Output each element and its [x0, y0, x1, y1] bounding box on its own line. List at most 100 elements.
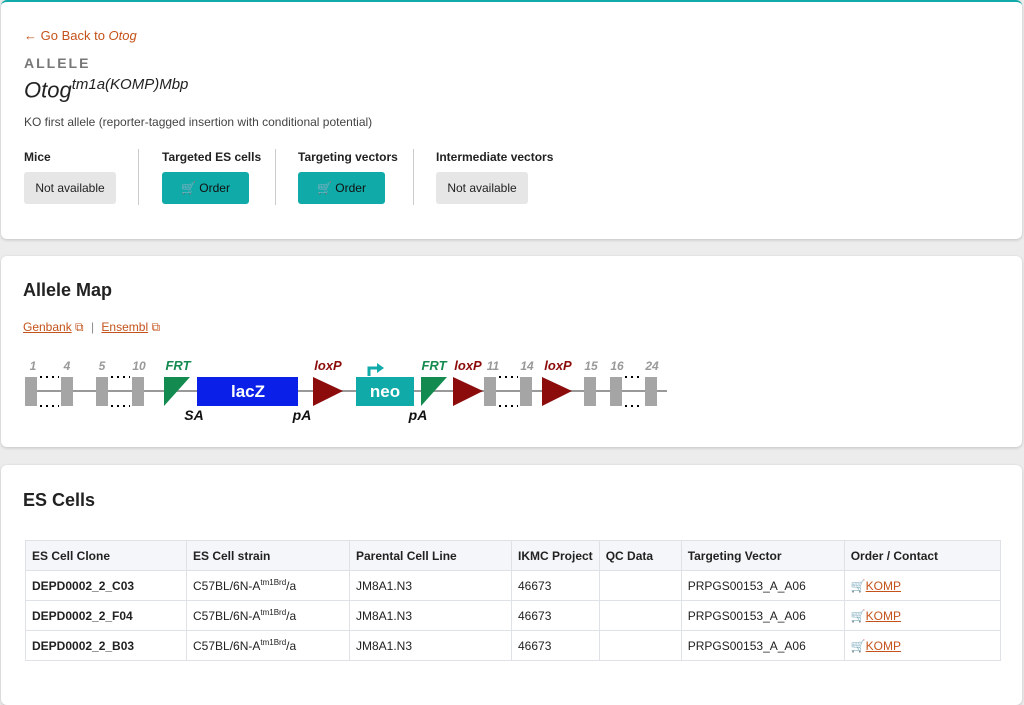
project: 46673 — [511, 600, 600, 631]
col-label: Mice — [24, 150, 51, 164]
strain-sup: tm1Brd — [260, 608, 287, 617]
button-text[interactable]: Order — [335, 181, 366, 195]
column-header: Targeting Vector — [680, 540, 845, 571]
button[interactable]: Not available — [436, 172, 528, 204]
qc-data — [598, 630, 682, 661]
exon-label: 15 — [584, 359, 598, 373]
loxp-label: loxP — [314, 358, 342, 373]
exon-label: 10 — [132, 359, 146, 373]
section-title: Allele Map — [23, 280, 113, 300]
column-header: ES Cell Clone — [25, 540, 187, 571]
vector: PRPGS00153_A_A06 — [680, 630, 845, 661]
column-header: ES Cell strain — [186, 540, 350, 571]
button[interactable]: 🛒 Order — [298, 172, 385, 204]
allele-map-card: Allele Map Genbank ⧉ | Ensembl ⧉ 1 — [1, 256, 1022, 447]
order-link[interactable]: 🛒KOMP — [850, 638, 901, 653]
strain-base: C57BL/6N-A — [193, 579, 261, 593]
links: Genbank ⧉ | Ensembl ⧉ — [23, 320, 161, 334]
table-row: DEPD0002_2_C03 C57BL/6N-Atm1Brd/a JM8A1.N3… — [25, 570, 1002, 601]
table-row: DEPD0002_2_B03 C57BL/6N-Atm1Brd/a JM8A1.N3… — [25, 630, 1002, 661]
exon-label: 4 — [63, 359, 71, 373]
divider — [413, 149, 414, 205]
ensembl-link[interactable]: Ensembl — [101, 320, 149, 334]
qc-data — [598, 600, 682, 631]
pa-label: pA — [292, 407, 312, 423]
parental: JM8A1.N3 — [349, 570, 512, 601]
order-link[interactable]: 🛒KOMP — [850, 578, 901, 593]
column-header: Order / Contact — [843, 540, 1002, 571]
col-label: Intermediate vectors — [436, 150, 554, 164]
button-text[interactable]: Order — [199, 181, 230, 195]
divider — [138, 149, 139, 205]
strain-suffix: /a — [286, 639, 297, 653]
allele-diagram: 1 4 5 10 11 14 15 16 24 FRT FRT loxP lox… — [25, 358, 667, 423]
strain-base: C57BL/6N-A — [193, 639, 261, 653]
exon-label: 1 — [30, 359, 37, 373]
column-header: QC Data — [598, 540, 682, 571]
sa-label: SA — [184, 407, 203, 423]
button[interactable]: Not available — [24, 172, 116, 204]
clone: DEPD0002_2_B03 — [25, 630, 187, 661]
col-label: Targeted ES cells — [162, 150, 262, 164]
allele-name: Otogtm1a(KOMP)Mbp — [24, 76, 188, 103]
clone: DEPD0002_2_F04 — [25, 600, 187, 631]
vector: PRPGS00153_A_A06 — [680, 600, 845, 631]
order-text[interactable]: KOMP — [865, 578, 901, 593]
strain-suffix: /a — [286, 609, 297, 623]
loxp-label: loxP — [454, 358, 482, 373]
qc-data — [598, 570, 682, 601]
frt-label: FRT — [165, 358, 191, 373]
project: 46673 — [511, 570, 600, 601]
genbank-link[interactable]: Genbank — [23, 320, 72, 334]
exon-label: 14 — [520, 359, 534, 373]
neo-label: neo — [370, 382, 400, 401]
strain-sup: tm1Brd — [260, 638, 287, 647]
allele-sup: tm1a(KOMP)Mbp — [71, 76, 189, 93]
order: 🛒KOMP — [843, 600, 1002, 631]
order-text[interactable]: KOMP — [865, 638, 901, 653]
parental: JM8A1.N3 — [349, 600, 512, 631]
allele-card: ← Go Back to Otog ALLELE Otogtm1a(KOMP)M… — [1, 0, 1022, 239]
order: 🛒KOMP — [843, 570, 1002, 601]
separator: | — [90, 320, 95, 334]
order-text[interactable]: KOMP — [865, 608, 901, 623]
kicker: ALLELE — [24, 55, 91, 71]
strain-suffix: /a — [286, 579, 297, 593]
column-header: IKMC Project — [511, 540, 600, 571]
strain-sup: tm1Brd — [260, 578, 287, 587]
back-link[interactable]: ← Go Back to Otog — [24, 28, 137, 43]
exon-label: 5 — [99, 359, 106, 373]
frt-label: FRT — [421, 358, 447, 373]
strain: C57BL/6N-Atm1Brd/a — [186, 600, 350, 631]
back-gene[interactable]: Otog — [108, 28, 137, 43]
order: 🛒KOMP — [843, 630, 1002, 661]
project: 46673 — [511, 630, 600, 661]
column-header: Parental Cell Line — [349, 540, 512, 571]
clone: DEPD0002_2_C03 — [25, 570, 187, 601]
loxp-label: loxP — [544, 358, 572, 373]
table-row: DEPD0002_2_F04 C57BL/6N-Atm1Brd/a JM8A1.N3… — [25, 600, 1002, 631]
parental: JM8A1.N3 — [349, 630, 512, 661]
section-title: ES Cells — [23, 490, 96, 510]
divider — [275, 149, 276, 205]
es-cells-table: ES Cell Clone ES Cell strain Parental Cell… — [25, 540, 1002, 661]
exon-label: 16 — [610, 359, 624, 373]
exon-label: 11 — [487, 359, 500, 373]
vector: PRPGS00153_A_A06 — [680, 570, 845, 601]
strain-base: C57BL/6N-A — [193, 609, 261, 623]
button[interactable]: 🛒 Order — [162, 172, 249, 204]
strain: C57BL/6N-Atm1Brd/a — [186, 630, 350, 661]
lacz-label: lacZ — [231, 382, 265, 401]
back-text[interactable]: Go Back to — [40, 28, 109, 43]
pa-label: pA — [408, 407, 428, 423]
es-cells-card: ES Cells ES Cell Clone ES Cell strain Pare… — [1, 465, 1022, 705]
gene: Otog — [24, 77, 72, 103]
header-row: ES Cell Clone ES Cell strain Parental Cell… — [25, 540, 1002, 571]
table-body: DEPD0002_2_C03 C57BL/6N-Atm1Brd/a JM8A1.N3… — [25, 570, 1002, 661]
description: KO first allele (reporter-tagged inserti… — [24, 115, 373, 129]
exon-label: 24 — [644, 359, 659, 373]
order-link[interactable]: 🛒KOMP — [850, 608, 901, 623]
col-label: Targeting vectors — [298, 150, 398, 164]
strain: C57BL/6N-Atm1Brd/a — [186, 570, 350, 601]
